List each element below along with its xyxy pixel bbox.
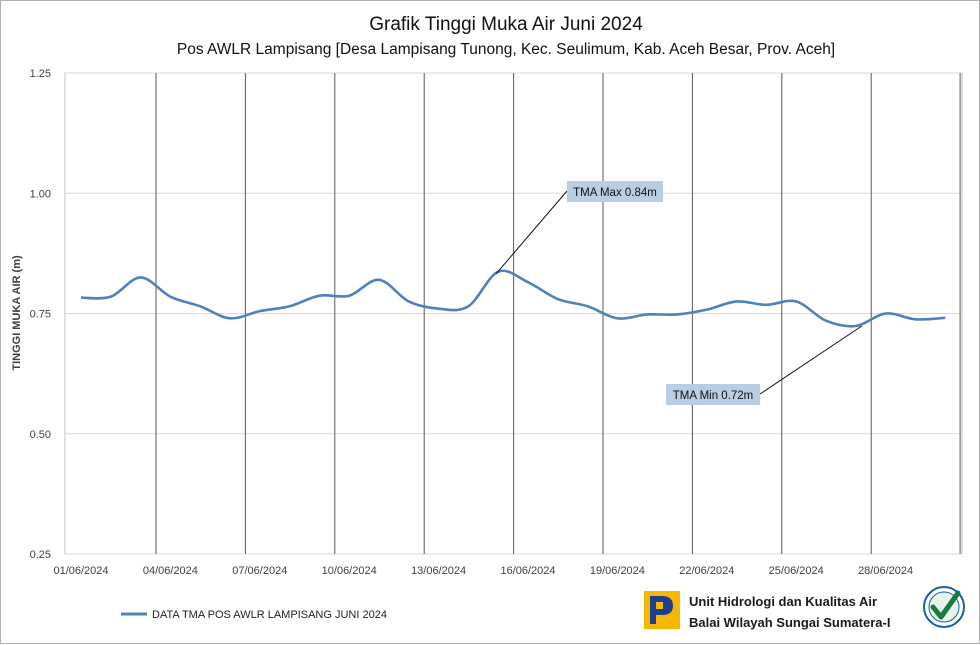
x-tick-label: 16/06/2024 [500, 565, 555, 577]
chart-subtitle: Pos AWLR Lampisang [Desa Lampisang Tunon… [177, 41, 835, 58]
y-tick-label: 1.00 [30, 188, 51, 200]
series-line-tma [80, 269, 946, 328]
pupr-logo-icon [644, 591, 680, 629]
org-name-line1: Unit Hidrologi dan Kualitas Air [689, 594, 877, 609]
x-tick-label: 01/06/2024 [53, 565, 108, 577]
annotation-box [567, 181, 663, 202]
x-tick-label: 25/06/2024 [769, 565, 824, 577]
x-tick-label: 07/06/2024 [232, 565, 287, 577]
x-tick-labels: 01/06/2024 04/06/2024 07/06/2024 10/06/2024… [53, 565, 913, 577]
annotation-leader-line [495, 190, 568, 274]
y-tick-label: 1.25 [30, 68, 51, 80]
x-tick-label: 22/06/2024 [679, 565, 734, 577]
annotation-label: TMA Min 0.72m [673, 390, 754, 402]
annotation-box [666, 384, 760, 405]
iso-certified-badge-icon [923, 586, 965, 628]
annotation-leader-line [759, 325, 863, 395]
x-tick-label: 28/06/2024 [858, 565, 913, 577]
y-axis-label: TINGGI MUKA AIR (m) [11, 255, 23, 371]
y-tick-label: 0.50 [30, 429, 51, 441]
x-tick-label: 19/06/2024 [590, 565, 645, 577]
y-tick-label: 0.25 [30, 549, 51, 561]
org-name-line2: Balai Wilayah Sungai Sumatera-I [689, 615, 890, 630]
legend-label: DATA TMA POS AWLR LAMPISANG JUNI 2024 [152, 609, 387, 621]
x-tick-label: 04/06/2024 [143, 565, 198, 577]
chart-title: Grafik Tinggi Muka Air Juni 2024 [369, 14, 643, 35]
grid-layer [65, 72, 962, 555]
annotation-label: TMA Max 0.84m [573, 187, 657, 199]
annotation-layer: TMA Max 0.84m TMA Min 0.72m [495, 181, 863, 405]
y-tick-label: 0.75 [30, 309, 51, 321]
y-tick-labels: 0.25 0.50 0.75 1.00 1.25 [30, 68, 51, 561]
x-tick-label: 13/06/2024 [411, 565, 466, 577]
x-tick-label: 10/06/2024 [322, 565, 377, 577]
